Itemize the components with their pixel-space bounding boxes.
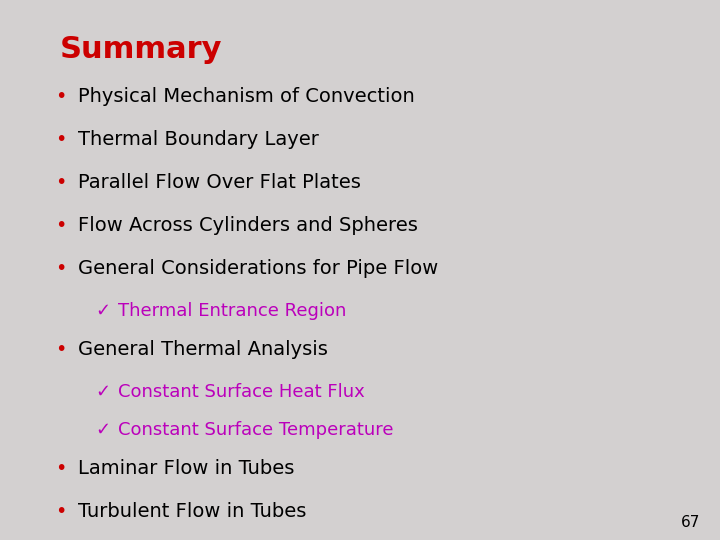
Text: ✓: ✓ — [95, 383, 110, 401]
Text: 67: 67 — [680, 515, 700, 530]
Text: Constant Surface Temperature: Constant Surface Temperature — [118, 421, 394, 439]
Text: General Considerations for Pipe Flow: General Considerations for Pipe Flow — [78, 259, 438, 278]
Text: •: • — [55, 502, 66, 521]
Text: Flow Across Cylinders and Spheres: Flow Across Cylinders and Spheres — [78, 216, 418, 235]
Text: Laminar Flow in Tubes: Laminar Flow in Tubes — [78, 459, 294, 478]
Text: ✓: ✓ — [95, 302, 110, 320]
Text: ✓: ✓ — [95, 421, 110, 439]
Text: Thermal Entrance Region: Thermal Entrance Region — [118, 302, 346, 320]
Text: •: • — [55, 130, 66, 149]
Text: •: • — [55, 87, 66, 106]
Text: •: • — [55, 459, 66, 478]
Text: General Thermal Analysis: General Thermal Analysis — [78, 340, 328, 359]
Text: Constant Surface Heat Flux: Constant Surface Heat Flux — [118, 383, 365, 401]
Text: Parallel Flow Over Flat Plates: Parallel Flow Over Flat Plates — [78, 173, 361, 192]
Text: •: • — [55, 173, 66, 192]
Text: Summary: Summary — [60, 35, 222, 64]
Text: Turbulent Flow in Tubes: Turbulent Flow in Tubes — [78, 502, 307, 521]
Text: •: • — [55, 259, 66, 278]
Text: •: • — [55, 216, 66, 235]
Text: •: • — [55, 340, 66, 359]
Text: Thermal Boundary Layer: Thermal Boundary Layer — [78, 130, 319, 149]
Text: Physical Mechanism of Convection: Physical Mechanism of Convection — [78, 87, 415, 106]
